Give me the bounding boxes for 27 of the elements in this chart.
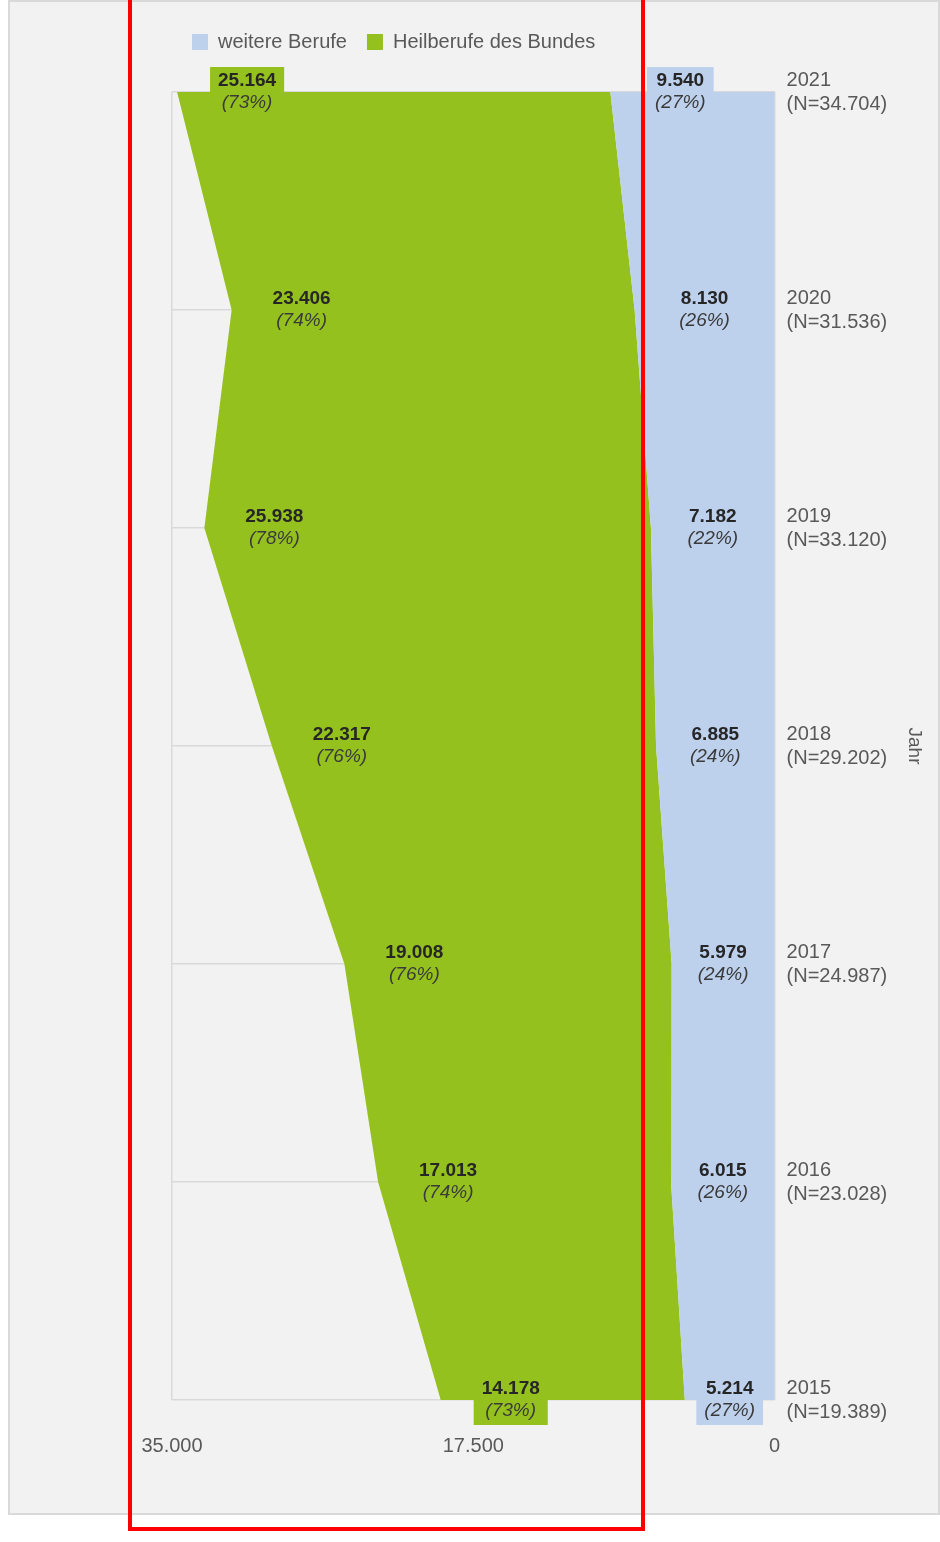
legend-label: weitere Berufe	[217, 29, 347, 52]
data-label: 14.178 (73%)	[481, 1377, 540, 1421]
y-tick-label: 2015 (N=19.389)	[786, 1375, 888, 1422]
x-tick-label: 35.000	[141, 1433, 203, 1456]
data-label: 5.979 (24%)	[697, 941, 749, 985]
data-label: 23.406 (74%)	[272, 287, 331, 331]
data-label: 17.013 (74%)	[419, 1159, 478, 1203]
data-label: 6.015 (26%)	[697, 1159, 749, 1203]
y-tick-label: 2021 (N=34.704)	[786, 67, 888, 114]
data-label: 22.317 (76%)	[312, 723, 371, 767]
data-label: 7.182 (22%)	[687, 505, 739, 549]
y-axis-title: Jahr	[905, 727, 927, 766]
data-label: 8.130 (26%)	[679, 287, 730, 331]
legend-label: Heilberufe des Bundes	[392, 29, 596, 52]
data-label: 6.885 (24%)	[689, 723, 741, 767]
x-tick-label: 17.500	[442, 1433, 504, 1456]
y-tick-label: 2019 (N=33.120)	[786, 503, 888, 550]
x-tick-label: 0	[769, 1433, 781, 1456]
data-label: 25.938 (78%)	[245, 505, 304, 549]
data-label: 25.164 (73%)	[218, 69, 277, 113]
y-tick-label: 2018 (N=29.202)	[786, 721, 888, 768]
y-tick-label: 2017 (N=24.987)	[786, 939, 888, 986]
data-label: 9.540 (27%)	[654, 69, 706, 113]
y-tick-label: 2020 (N=31.536)	[786, 285, 888, 332]
data-label: 19.008 (76%)	[385, 941, 444, 985]
y-tick-label: 2016 (N=23.028)	[786, 1157, 888, 1204]
data-label: 5.214 (27%)	[704, 1377, 756, 1421]
